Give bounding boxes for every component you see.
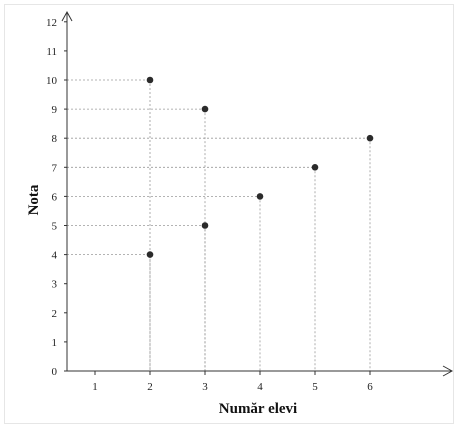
x-axis-label: Număr elevi — [219, 401, 297, 417]
y-tick-label: 6 — [52, 191, 58, 203]
data-point — [256, 193, 264, 200]
y-tick-label: 8 — [52, 133, 58, 145]
y-tick-label: 0 — [52, 366, 58, 378]
y-tick-label: 5 — [52, 221, 58, 233]
y-tick-label: 7 — [52, 162, 58, 174]
x-tick-label: 1 — [92, 381, 98, 393]
x-tick-label: 2 — [147, 381, 153, 393]
data-point — [146, 251, 154, 258]
data-point — [201, 222, 209, 229]
x-axis-arrow — [442, 365, 454, 377]
x-tick-label: 4 — [257, 381, 263, 393]
y-tick-label: 2 — [52, 308, 58, 320]
x-axis-ticks: 1 2 3 4 5 6 — [92, 371, 373, 393]
y-tick-label: 9 — [52, 104, 58, 116]
data-point — [201, 105, 209, 113]
y-tick-label: 11 — [46, 46, 57, 58]
y-axis-label: Nota — [26, 184, 42, 215]
x-tick-label: 3 — [202, 381, 208, 393]
y-tick-label: 3 — [52, 279, 58, 291]
y-tick-label: 4 — [52, 250, 58, 262]
chart-frame — [4, 4, 454, 424]
data-point — [311, 164, 319, 171]
data-point — [146, 76, 154, 84]
data-point — [366, 134, 374, 142]
guide-lines — [67, 79, 371, 371]
data-points — [146, 76, 374, 258]
y-axis-arrow — [61, 10, 73, 22]
axes — [61, 10, 454, 377]
y-tick-label: 1 — [52, 337, 58, 349]
x-tick-label: 5 — [312, 381, 318, 393]
y-tick-label: 10 — [46, 75, 58, 87]
y-tick-label: 12 — [46, 17, 57, 29]
x-tick-label: 6 — [367, 381, 373, 393]
